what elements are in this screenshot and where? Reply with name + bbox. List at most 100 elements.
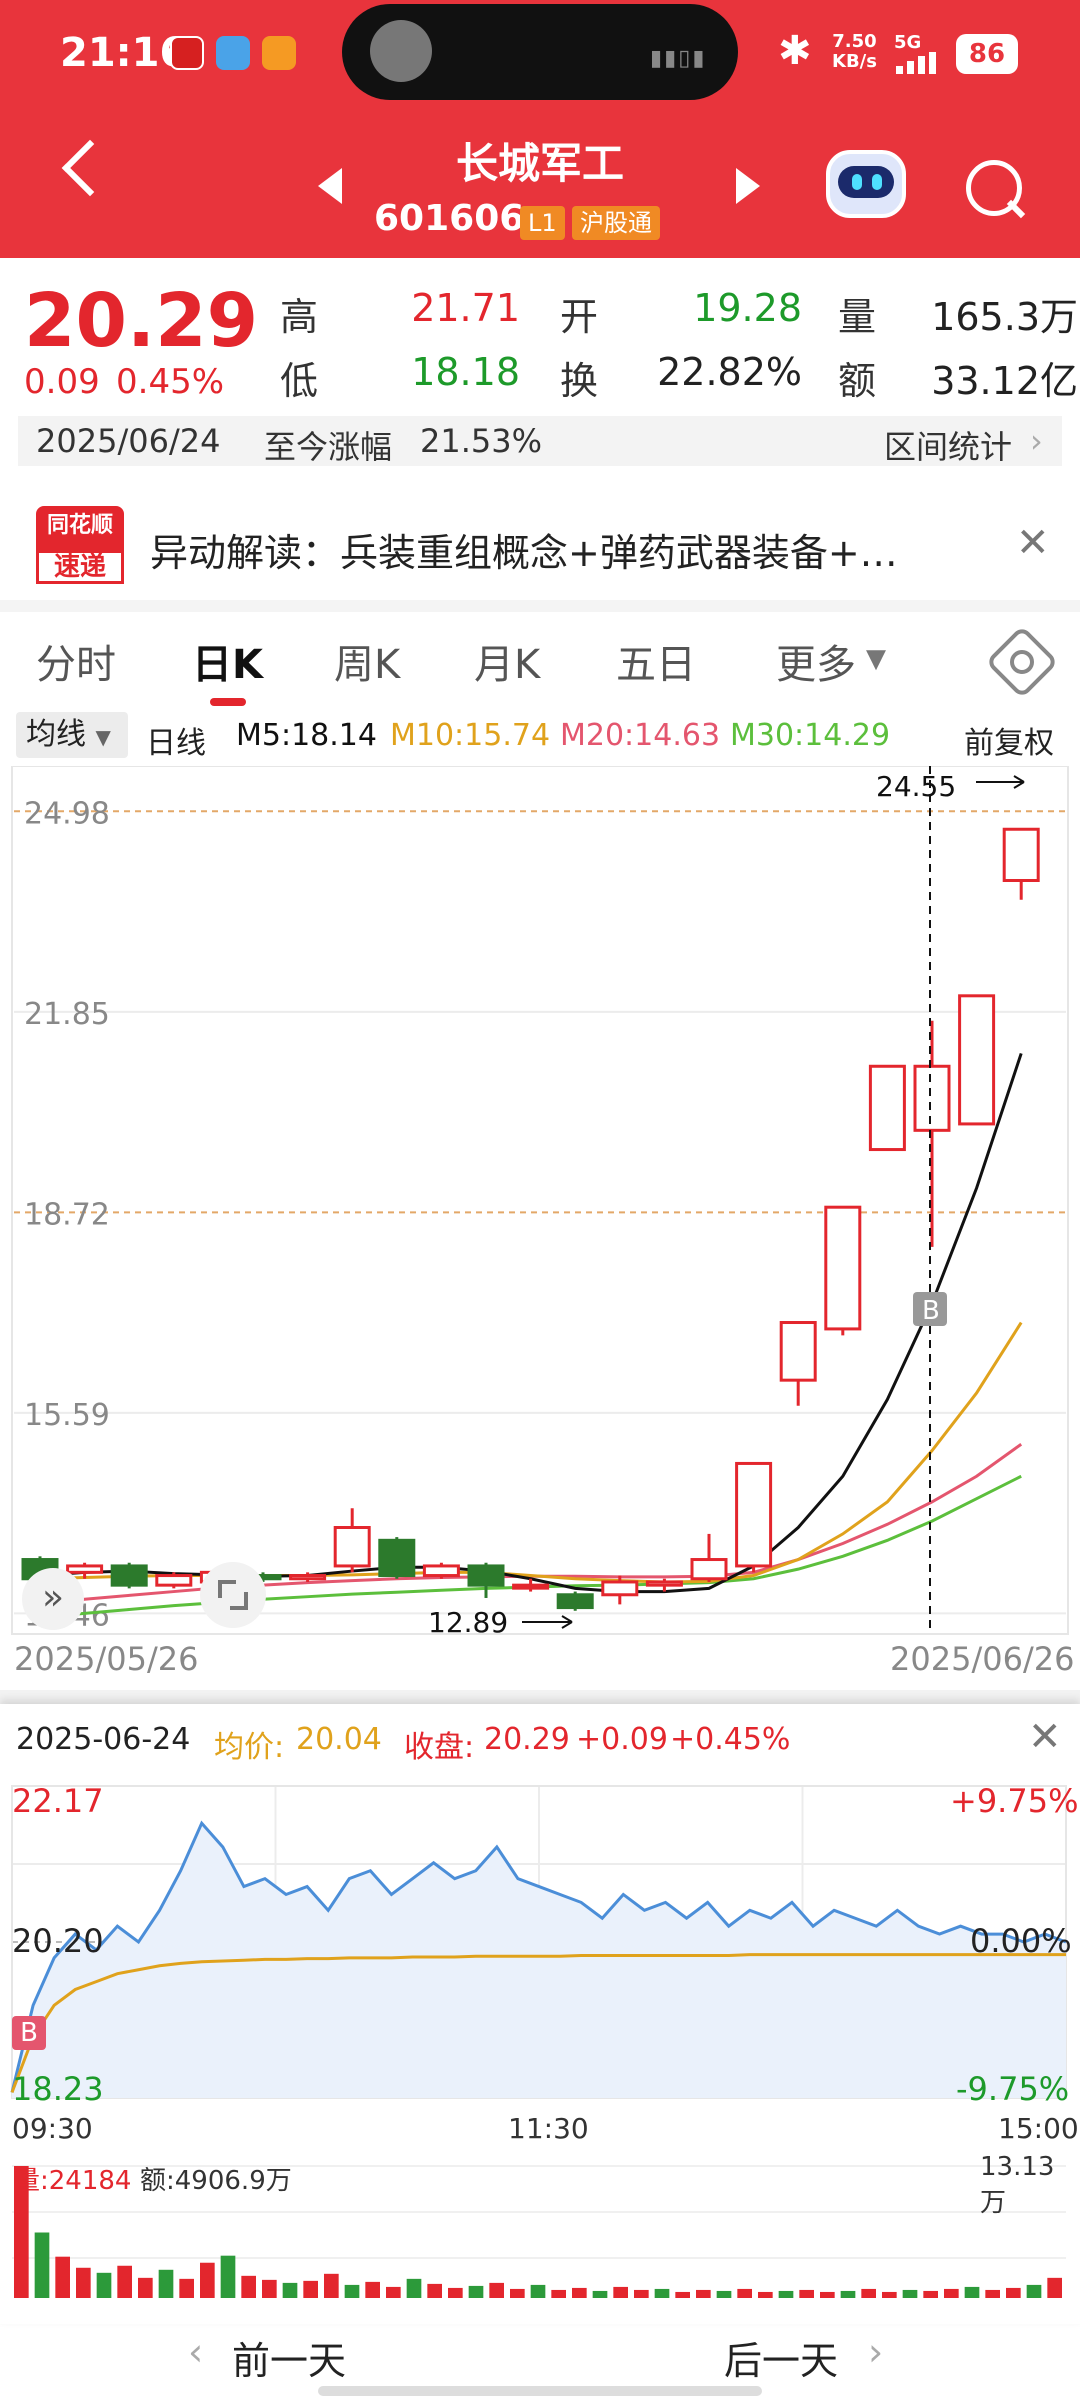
candle bbox=[913, 1064, 951, 1132]
status-time: 21:16 bbox=[60, 30, 188, 76]
y-tick-label: 15.59 bbox=[24, 1398, 110, 1433]
intraday-y-top: 22.17 bbox=[12, 1782, 104, 1820]
candle bbox=[66, 1564, 104, 1574]
ma5-value: M5:18.14 bbox=[236, 718, 377, 753]
buy-marker: B bbox=[12, 2016, 46, 2050]
chevron-right-icon: › bbox=[1030, 422, 1043, 460]
home-indicator bbox=[318, 2386, 762, 2396]
candle bbox=[378, 1538, 416, 1578]
search-icon[interactable] bbox=[966, 160, 1022, 216]
adjust-toggle[interactable]: 前复权 bbox=[964, 726, 1054, 761]
stock-code: 601606 bbox=[374, 198, 525, 239]
ma20-value: M20:14.63 bbox=[560, 718, 721, 753]
arrow-head bbox=[1013, 775, 1025, 789]
connect-badge: 沪股通 bbox=[572, 206, 660, 240]
volume-bar bbox=[634, 2289, 649, 2298]
intraday-chart[interactable] bbox=[0, 1780, 1080, 2320]
volume-bar bbox=[489, 2282, 504, 2298]
volume-bar bbox=[365, 2281, 380, 2298]
volume-bar bbox=[778, 2290, 794, 2298]
candle bbox=[690, 1558, 728, 1581]
ma-selector[interactable]: 均线 ▼ bbox=[16, 712, 128, 758]
volume-bar bbox=[923, 2290, 938, 2298]
volume-bar bbox=[262, 2279, 277, 2298]
volume-bar bbox=[654, 2288, 670, 2298]
volume-bar bbox=[737, 2288, 752, 2298]
volume-bar bbox=[820, 2291, 835, 2298]
amount-readout: 额:4906.9万 bbox=[140, 2166, 292, 2196]
y-tick-label: 24.98 bbox=[24, 796, 110, 831]
robot-face-icon bbox=[838, 166, 894, 198]
turnover-value: 22.82% bbox=[657, 350, 802, 394]
current-price: 20.29 bbox=[24, 278, 259, 364]
close-popup-icon[interactable]: ✕ bbox=[1028, 1714, 1062, 1760]
popup-avg-label: 均价: bbox=[214, 1730, 285, 1765]
chevron-left-icon: ‹ bbox=[188, 2330, 204, 2374]
popup-close-value: 20.29 bbox=[484, 1722, 570, 1757]
intraday-y-mid: 20.20 bbox=[12, 1922, 104, 1960]
time-label-open: 09:30 bbox=[12, 2112, 93, 2145]
tab-intraday[interactable]: 分时 bbox=[36, 642, 116, 688]
tab-daily-k[interactable]: 日K bbox=[192, 642, 263, 688]
y-tick-label: 21.85 bbox=[24, 997, 110, 1032]
volume-bar bbox=[468, 2285, 484, 2298]
candle bbox=[467, 1564, 505, 1587]
next-stock-icon[interactable] bbox=[736, 168, 760, 204]
popup-close-change: +0.09 bbox=[576, 1722, 668, 1757]
volume-max-label: 13.13万 bbox=[980, 2152, 1055, 2218]
volume-bar bbox=[572, 2287, 587, 2298]
volume-bar bbox=[406, 2278, 422, 2298]
prev-day-button[interactable]: 前一天 bbox=[232, 2339, 347, 2383]
popup-date: 2025-06-24 bbox=[16, 1722, 191, 1757]
active-tab-indicator bbox=[210, 698, 246, 706]
high-value: 21.71 bbox=[411, 286, 520, 330]
volume-bar bbox=[530, 2284, 546, 2298]
popup-close-label: 收盘: bbox=[404, 1730, 475, 1765]
candle bbox=[645, 1580, 683, 1587]
open-value: 19.28 bbox=[693, 286, 802, 330]
volume-bar bbox=[592, 2290, 608, 2298]
volume-bar bbox=[200, 2262, 215, 2298]
fullscreen-icon[interactable] bbox=[200, 1562, 266, 1628]
intraday-pct-bottom: -9.75% bbox=[956, 2070, 1070, 2108]
low-label: 低 bbox=[280, 359, 319, 403]
candle bbox=[333, 1526, 371, 1568]
volume-bar bbox=[386, 2286, 401, 2298]
volume-bar bbox=[510, 2288, 525, 2298]
collapse-sidebar-icon[interactable]: » bbox=[22, 1568, 84, 1630]
volume-bar bbox=[303, 2280, 318, 2298]
news-headline[interactable]: 异动解读：兵装重组概念+弹药武器装备+… bbox=[150, 531, 898, 575]
volume-bar bbox=[985, 2289, 1000, 2298]
volume-bar bbox=[799, 2289, 814, 2298]
buy-marker-text: B bbox=[922, 1296, 940, 1326]
ma30-line bbox=[39, 1474, 1022, 1619]
volume-bar bbox=[696, 2289, 711, 2298]
volume-bar bbox=[758, 2291, 773, 2298]
candle bbox=[422, 1564, 460, 1578]
waveform-icon: ▮▮▯▮ bbox=[650, 46, 707, 71]
tab-monthly-k[interactable]: 月K bbox=[474, 642, 541, 688]
volume-bar bbox=[220, 2255, 236, 2298]
close-icon[interactable]: ✕ bbox=[1016, 520, 1050, 566]
news-logo-sub: 速递 bbox=[36, 550, 124, 584]
volume-bar bbox=[427, 2283, 442, 2298]
tab-weekly-k[interactable]: 周K bbox=[334, 642, 401, 688]
volume-bar bbox=[55, 2256, 70, 2298]
popup-avg-value: 20.04 bbox=[296, 1722, 382, 1757]
bluetooth-icon: ✱ bbox=[778, 28, 812, 74]
period-label: 日线 bbox=[146, 726, 206, 761]
interval-stats-link[interactable]: 区间统计 bbox=[884, 428, 1013, 466]
volume-bar bbox=[14, 2166, 29, 2298]
price-line bbox=[10, 1820, 1067, 2093]
volume-bar bbox=[34, 2232, 50, 2298]
prev-stock-icon[interactable] bbox=[318, 168, 342, 204]
next-day-button[interactable]: 后一天 bbox=[724, 2339, 839, 2383]
tab-more[interactable]: 更多 bbox=[776, 642, 856, 688]
robot-eye-icon bbox=[852, 174, 862, 190]
range-value: 21.53% bbox=[420, 422, 543, 460]
intraday-pct-top: +9.75% bbox=[950, 1782, 1079, 1820]
tab-five-day[interactable]: 五日 bbox=[616, 642, 696, 688]
low-value: 18.18 bbox=[411, 350, 520, 394]
intraday-y-bottom: 18.23 bbox=[12, 2070, 104, 2108]
